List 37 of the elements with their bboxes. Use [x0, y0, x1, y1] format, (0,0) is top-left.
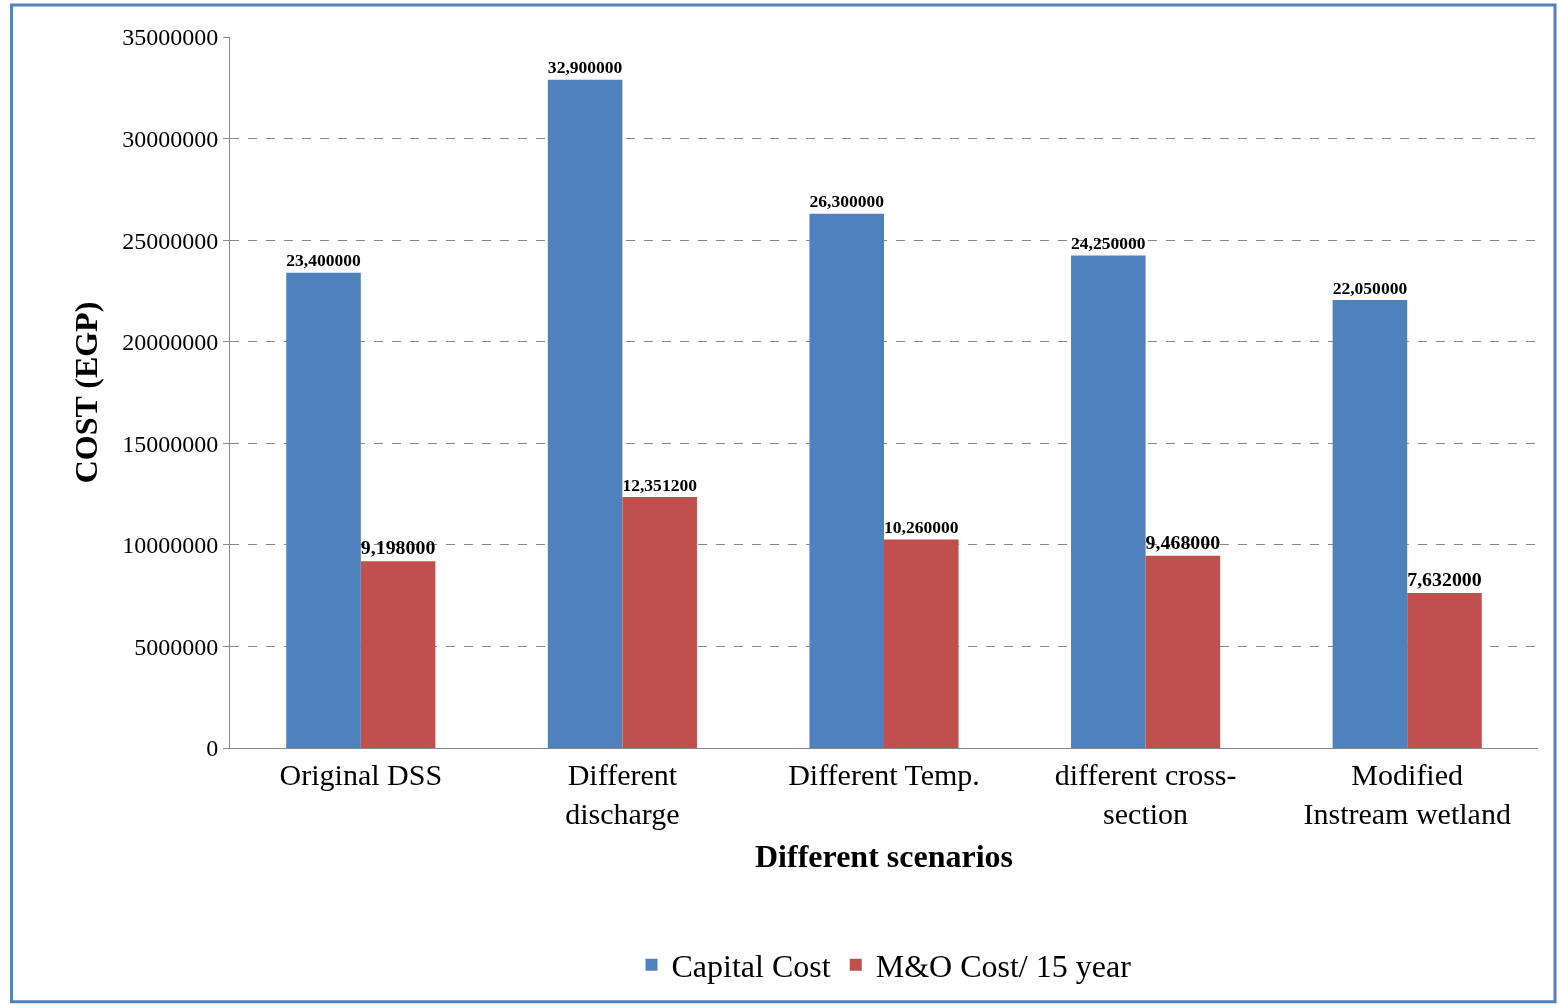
y-tick-label: 25000000 [122, 227, 219, 254]
data-label: 10,260000 [884, 517, 959, 538]
x-tick-label: different cross-section [1054, 758, 1237, 830]
bar [1332, 300, 1408, 748]
x-axis-title: Different scenarios [755, 837, 1013, 874]
x-tick-label: Different Temp. [788, 758, 980, 791]
y-tick-label: 15000000 [122, 430, 219, 457]
legend-label: M&O Cost/ 15 year [875, 948, 1132, 985]
data-label: 9,198000 [360, 536, 436, 559]
y-tick-label: 10000000 [122, 532, 219, 559]
y-tick-label: 20000000 [122, 329, 219, 356]
y-axis-title: COST (EGP) [67, 301, 104, 484]
data-label: 12,351200 [622, 474, 698, 495]
data-label: 22,050000 [1332, 277, 1408, 298]
x-tick-label: Modified Instream wetland [1303, 758, 1511, 830]
bar [622, 497, 697, 748]
y-tick-label: 0 [206, 735, 219, 762]
bar [360, 561, 436, 748]
data-label: 9,468000 [1145, 530, 1221, 553]
data-label: 24,250000 [1071, 232, 1146, 253]
data-label: 7,632000 [1407, 567, 1482, 590]
x-tick-label: Different discharge [565, 758, 680, 830]
bar [286, 272, 361, 748]
data-label: 23,400000 [286, 250, 361, 271]
x-tick-label: Original DSS [279, 758, 443, 791]
data-label: 26,300000 [809, 191, 885, 212]
legend-label: Capital Cost [671, 948, 831, 985]
bar [1145, 555, 1221, 748]
bar [1071, 255, 1146, 748]
bar [809, 213, 884, 748]
y-tick-label: 35000000 [122, 24, 219, 51]
bar [884, 539, 959, 748]
y-tick-label: 5000000 [134, 633, 219, 660]
y-tick-label: 30000000 [122, 125, 219, 152]
bar [1407, 592, 1482, 748]
data-label: 32,900000 [547, 57, 623, 78]
bar [547, 79, 623, 748]
